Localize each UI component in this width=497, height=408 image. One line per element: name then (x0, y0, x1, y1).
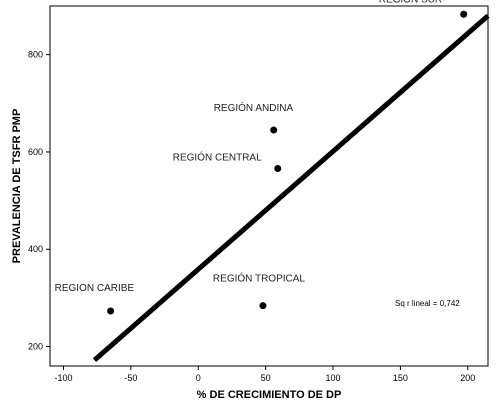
data-point (270, 126, 278, 134)
plot-frame (49, 5, 489, 367)
x-tick-label: 200 (460, 373, 475, 383)
y-tick-label: 800 (28, 50, 43, 60)
y-tick-label: 600 (28, 147, 43, 157)
data-point (274, 164, 282, 172)
x-tick-label: 50 (261, 373, 271, 383)
x-axis-label: % DE CRECIMIENTO DE DP (197, 389, 342, 401)
fit-line (92, 13, 490, 363)
point-label: REGIÓN SUR (379, 0, 442, 5)
x-tick-label: 100 (325, 373, 340, 383)
x-tick-label: -100 (54, 373, 72, 383)
x-tick-label: -50 (124, 373, 137, 383)
point-label: REGIÓN TROPICAL (213, 272, 305, 285)
data-points: REGIÓN SUR REGIÓN ANDINA REGIÓN CENTRAL REG… (55, 0, 468, 315)
y-tick-label: 200 (28, 342, 43, 352)
y-axis-label: PREVALENCIA DE TSFR PMP (11, 109, 23, 264)
data-point (460, 10, 468, 18)
y-tick-label: 400 (28, 244, 43, 254)
axis-ticks: -100 -50 0 50 100 150 200 200 400 600 800 (28, 50, 475, 383)
point-label: REGIÓN ANDINA (214, 101, 294, 114)
r-squared-annotation: Sq r lineal = 0,742 (395, 299, 460, 308)
point-label: REGION CARIBE (55, 283, 135, 294)
point-label: REGIÓN CENTRAL (173, 150, 262, 163)
x-tick-label: 0 (196, 373, 201, 383)
x-tick-label: 150 (393, 373, 408, 383)
data-point (259, 302, 267, 310)
data-point (107, 307, 115, 315)
